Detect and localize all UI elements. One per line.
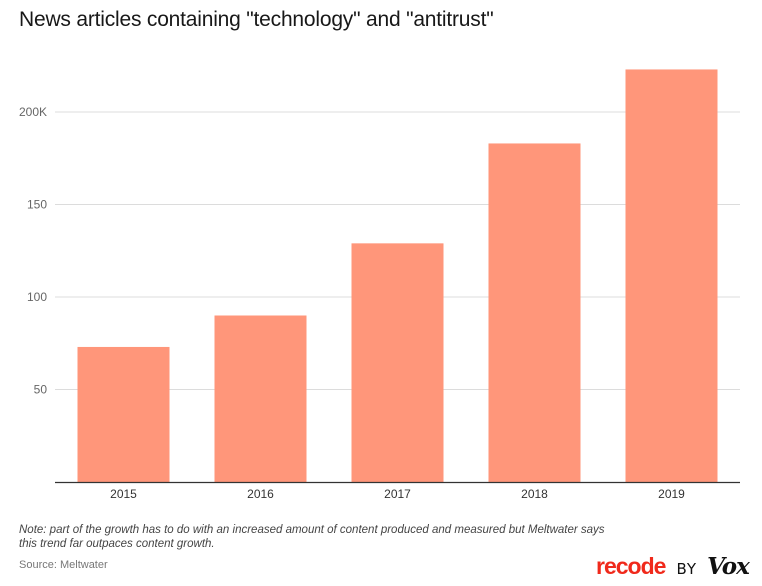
bar-2016: [214, 315, 307, 482]
y-tick-label: 200K: [19, 105, 47, 119]
y-axis-ticks: 50 100 150 200K: [19, 105, 47, 397]
x-tick-label: 2017: [384, 487, 411, 501]
recode-by-vox-logo: recode BY Vox: [596, 553, 750, 580]
x-tick-label: 2016: [247, 487, 274, 501]
bar-2019: [625, 69, 718, 482]
chart-title: News articles containing "technology" an…: [19, 8, 494, 31]
vox-logo: Vox: [707, 553, 750, 580]
x-tick-label: 2015: [110, 487, 137, 501]
x-tick-label: 2018: [521, 487, 548, 501]
chart-source: Source: Meltwater: [19, 559, 108, 571]
recode-logo: recode: [596, 553, 666, 579]
x-axis-ticks: 2015 2016 2017 2018 2019: [110, 487, 685, 501]
bars: [77, 69, 718, 482]
y-tick-label: 150: [27, 198, 47, 212]
bar-2018: [488, 143, 581, 482]
bar-chart: 50 100 150 200K 2015 2016 2017 2018 2019: [19, 69, 740, 501]
y-tick-label: 100: [27, 290, 47, 304]
logo-by-text: BY: [676, 560, 698, 578]
x-tick-label: 2019: [658, 487, 685, 501]
bar-2017: [351, 243, 444, 482]
y-tick-label: 50: [34, 383, 48, 397]
chart-note: Note: part of the growth has to do with …: [19, 524, 605, 550]
bar-2015: [77, 346, 170, 482]
